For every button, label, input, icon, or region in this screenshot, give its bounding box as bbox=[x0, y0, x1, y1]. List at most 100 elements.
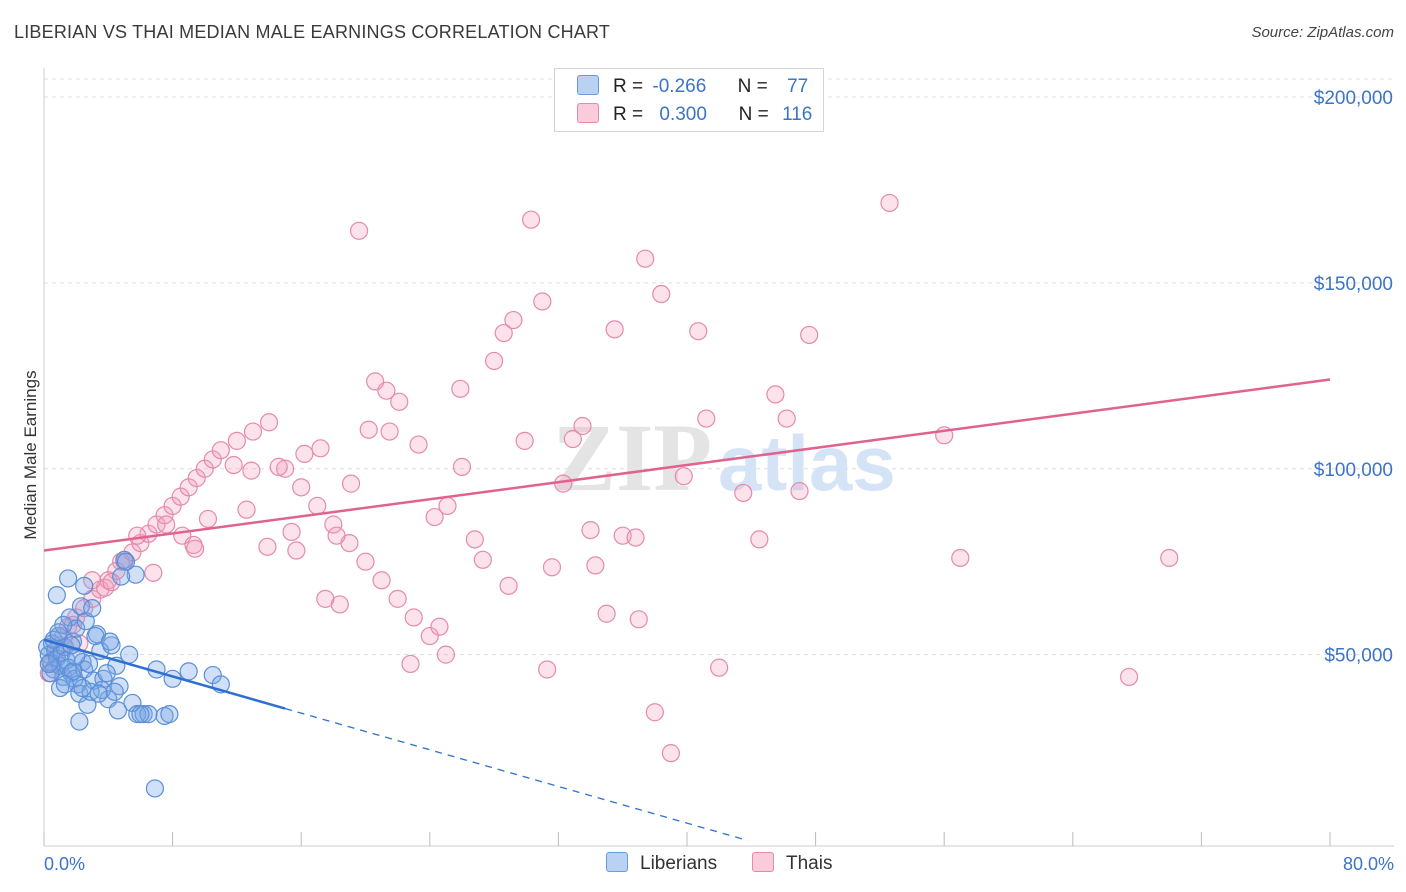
thai-point bbox=[380, 422, 399, 441]
thai-point bbox=[494, 323, 513, 343]
liberian-point bbox=[55, 675, 74, 694]
thai-point bbox=[227, 431, 246, 450]
thai-point bbox=[542, 558, 562, 577]
thai-point bbox=[409, 435, 428, 454]
liberian-point bbox=[73, 678, 92, 698]
liberian-point bbox=[108, 701, 128, 720]
liberian-trend-extension bbox=[284, 707, 749, 842]
thai-point bbox=[390, 392, 409, 411]
liberian-point bbox=[83, 599, 102, 618]
liberian-points bbox=[38, 550, 230, 798]
thai-point bbox=[521, 210, 541, 229]
thai-point bbox=[538, 660, 557, 679]
axis-labels: $50,000 $100,000 $150,000 $200,000 0.0% 80.0%… bbox=[21, 88, 1394, 874]
thai-point bbox=[102, 573, 121, 592]
trend-lines bbox=[43, 378, 1331, 842]
legend-n-value: 116 bbox=[782, 104, 813, 125]
bottom-label-thais: Thais bbox=[786, 853, 833, 874]
y-tick-label: $200,000 bbox=[1314, 88, 1393, 109]
thai-point bbox=[689, 322, 708, 341]
thai-point bbox=[420, 626, 439, 646]
thai-point bbox=[465, 530, 484, 549]
legend-r-label: R = bbox=[613, 76, 644, 97]
thai-point bbox=[734, 483, 753, 503]
thai-point bbox=[327, 526, 346, 545]
thai-point bbox=[800, 325, 819, 345]
liberian-trend-line bbox=[43, 638, 286, 710]
thai-point bbox=[237, 500, 256, 519]
thai-point bbox=[573, 416, 592, 436]
thai-trend-line bbox=[43, 378, 1331, 552]
thai-point bbox=[515, 431, 534, 450]
thai-point bbox=[674, 467, 693, 486]
bottom-swatch-thais bbox=[752, 852, 774, 872]
liberian-point bbox=[49, 623, 68, 642]
thai-point bbox=[128, 526, 147, 545]
liberian-point bbox=[131, 705, 150, 724]
liberian-point bbox=[160, 705, 179, 724]
liberian-point bbox=[75, 576, 94, 595]
thai-point bbox=[597, 604, 616, 623]
legend-n-label: N = bbox=[738, 104, 769, 125]
bottom-legend-liberians: Liberians bbox=[606, 852, 717, 875]
legend-swatch-thais bbox=[577, 103, 599, 123]
thai-point bbox=[436, 645, 455, 664]
legend-swatch-liberians bbox=[577, 75, 599, 95]
watermark: ZIP atlas bbox=[552, 404, 896, 511]
thai-point bbox=[316, 589, 335, 608]
thai-point bbox=[258, 537, 277, 556]
thai-point bbox=[766, 385, 785, 404]
liberian-point bbox=[145, 779, 165, 798]
thai-point bbox=[359, 420, 378, 439]
thai-point bbox=[198, 509, 218, 529]
thai-point bbox=[295, 444, 314, 463]
thai-point bbox=[259, 413, 279, 432]
liberian-point bbox=[89, 684, 108, 703]
y-tick-label: $50,000 bbox=[1324, 646, 1393, 667]
thai-point bbox=[425, 507, 444, 527]
thai-point bbox=[554, 474, 573, 493]
thai-point bbox=[211, 441, 230, 460]
thai-point bbox=[790, 481, 809, 501]
thai-point bbox=[366, 372, 385, 391]
thai-point bbox=[287, 541, 306, 560]
liberian-point bbox=[179, 662, 198, 681]
bottom-swatch-liberians bbox=[606, 852, 628, 872]
thai-point bbox=[1160, 548, 1179, 568]
thai-point bbox=[636, 249, 655, 268]
thai-point bbox=[311, 439, 330, 458]
thai-point bbox=[880, 193, 899, 213]
watermark-atlas: atlas bbox=[718, 419, 896, 507]
source-label: Source: ZipAtlas.com bbox=[1251, 24, 1394, 41]
thai-point bbox=[276, 459, 295, 478]
thai-point bbox=[485, 351, 504, 371]
thai-point bbox=[581, 520, 600, 540]
legend-r-value: -0.266 bbox=[652, 76, 707, 97]
liberian-point bbox=[63, 662, 83, 681]
x-tick-label-max: 80.0% bbox=[1343, 854, 1394, 874]
thai-point bbox=[186, 539, 205, 558]
legend-n-label: N = bbox=[737, 76, 768, 97]
thai-point bbox=[1119, 667, 1139, 687]
legend-row-liberians: R = -0.266 N = 77 bbox=[577, 75, 808, 98]
thai-points bbox=[39, 193, 1179, 763]
thai-point bbox=[710, 658, 729, 677]
thai-point bbox=[430, 617, 449, 636]
thai-point bbox=[388, 589, 407, 608]
y-tick-label: $100,000 bbox=[1314, 460, 1393, 481]
thai-point bbox=[356, 552, 375, 571]
thai-point bbox=[349, 221, 369, 240]
thai-point bbox=[533, 292, 552, 311]
thai-point bbox=[626, 528, 645, 547]
liberian-point bbox=[41, 664, 60, 683]
thai-point bbox=[645, 703, 664, 722]
thai-point bbox=[586, 556, 605, 575]
thai-point bbox=[629, 610, 648, 629]
thai-point bbox=[605, 320, 624, 339]
bottom-legend-thais: Thais bbox=[752, 852, 832, 875]
thai-point bbox=[438, 496, 457, 516]
liberian-point bbox=[110, 677, 129, 696]
thai-point bbox=[269, 457, 288, 476]
thai-point bbox=[473, 550, 492, 569]
